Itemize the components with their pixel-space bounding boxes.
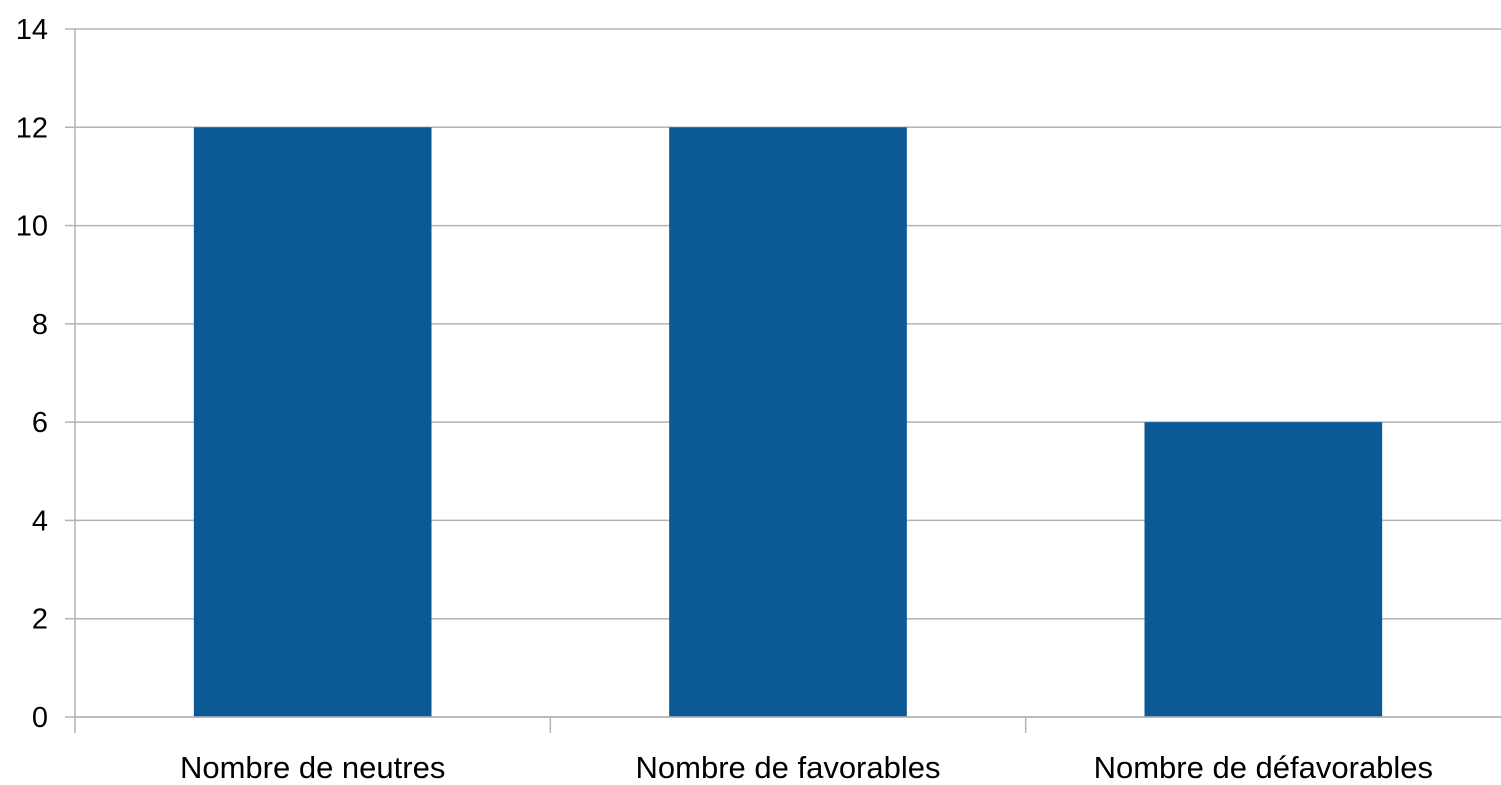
x-category-label: Nombre de défavorables: [1094, 750, 1433, 785]
bar-2: [1145, 422, 1383, 717]
y-tick-label: 2: [32, 604, 48, 636]
y-tick-label: 6: [32, 407, 48, 439]
bar-1: [669, 127, 907, 717]
bars: [194, 127, 1382, 717]
x-category-label: Nombre de favorables: [636, 750, 941, 785]
y-tick-labels: 0 2 4 6 8 10 12 14: [16, 14, 48, 734]
y-tick-label: 8: [32, 309, 48, 341]
y-tick-label: 0: [32, 702, 48, 734]
y-tick-label: 4: [32, 505, 48, 537]
x-category-label: Nombre de neutres: [180, 750, 445, 785]
bar-0: [194, 127, 432, 717]
x-category-labels: Nombre de neutres Nombre de favorables Nom…: [180, 750, 1433, 785]
y-tick-label: 12: [16, 112, 48, 144]
y-tick-label: 10: [16, 211, 48, 243]
y-tick-label: 14: [16, 14, 48, 46]
